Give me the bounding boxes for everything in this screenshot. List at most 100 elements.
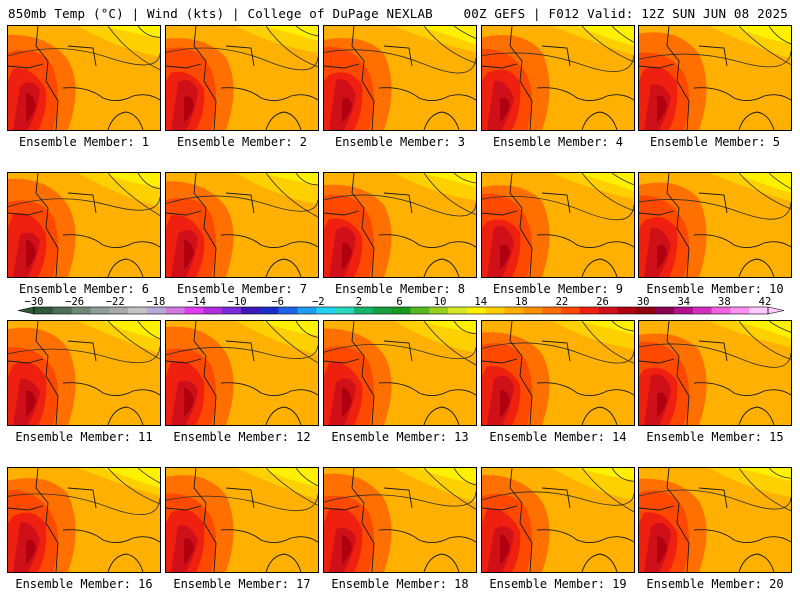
colorbar-tick-label: 18 <box>515 296 528 308</box>
colorbar-segment <box>673 307 694 314</box>
colorbar-tick-label: 2 <box>356 296 362 308</box>
ensemble-member-label: Ensemble Member: 8 <box>334 282 466 296</box>
colorbar-segment <box>109 307 129 314</box>
ensemble-member-map <box>638 320 792 426</box>
ensemble-member-label: Ensemble Member: 13 <box>331 430 469 444</box>
colorbar-segment <box>636 307 656 314</box>
colorbar-segment <box>711 307 731 314</box>
temperature-colorbar: −30 −26 −22 −18 −14 −10 −6 −2 2 6 10 14 18 22 26 30 34 38… <box>0 296 800 318</box>
colorbar-segment <box>655 307 675 314</box>
colorbar-tick-label: 26 <box>596 296 609 308</box>
colorbar-tick-label: 34 <box>677 296 690 308</box>
colorbar-segment <box>353 307 374 314</box>
ensemble-member-map <box>481 172 635 278</box>
colorbar-tick-label: −26 <box>65 296 84 308</box>
ensemble-member-label: Ensemble Member: 17 <box>173 577 311 591</box>
colorbar-segment <box>259 307 279 314</box>
colorbar-left-arrow <box>17 306 35 315</box>
ensemble-member-map <box>638 25 792 131</box>
colorbar-segment <box>448 307 468 314</box>
temperature-field-map <box>166 468 318 572</box>
colorbar-right-arrow <box>767 306 785 315</box>
temperature-field-map <box>324 468 476 572</box>
colorbar-tick-label: 14 <box>474 296 487 308</box>
colorbar-segment <box>542 307 562 314</box>
temperature-field-map <box>8 468 160 572</box>
ensemble-member-label: Ensemble Member: 12 <box>173 430 311 444</box>
temperature-field-map <box>8 26 160 130</box>
ensemble-member-label: Ensemble Member: 19 <box>489 577 627 591</box>
colorbar-segment <box>278 307 298 314</box>
ensemble-member-map <box>165 467 319 573</box>
temperature-field-map <box>324 26 476 130</box>
temperature-field-map <box>482 26 634 130</box>
colorbar-segment <box>749 307 769 314</box>
temperature-field-map <box>639 173 791 277</box>
ensemble-member-map <box>481 25 635 131</box>
ensemble-member-map <box>165 320 319 426</box>
colorbar-segment <box>184 307 204 314</box>
colorbar-segment <box>560 307 581 314</box>
ensemble-member-label: Ensemble Member: 6 <box>18 282 150 296</box>
temperature-field-map <box>482 173 634 277</box>
colorbar-tick-label: −10 <box>228 296 247 308</box>
colorbar-segment <box>617 307 637 314</box>
colorbar-segment <box>523 307 543 314</box>
temperature-field-map <box>324 173 476 277</box>
temperature-field-map <box>482 321 634 425</box>
ensemble-member-map <box>7 467 161 573</box>
ensemble-member-label: Ensemble Member: 20 <box>646 577 784 591</box>
colorbar-tick-label: 38 <box>718 296 731 308</box>
temperature-field-map <box>166 173 318 277</box>
colorbar-tick-label: −6 <box>271 296 284 308</box>
ensemble-member-map <box>638 467 792 573</box>
ensemble-member-map <box>7 320 161 426</box>
ensemble-member-label: Ensemble Member: 7 <box>176 282 308 296</box>
ensemble-member-label: Ensemble Member: 18 <box>331 577 469 591</box>
colorbar-tick-label: 10 <box>434 296 447 308</box>
ensemble-member-map <box>7 172 161 278</box>
ensemble-member-label: Ensemble Member: 9 <box>492 282 624 296</box>
colorbar-segment <box>730 307 750 314</box>
colorbar-segment <box>71 307 91 314</box>
colorbar-tick-label: −30 <box>25 296 44 308</box>
ensemble-member-map <box>323 467 477 573</box>
ensemble-member-map <box>481 467 635 573</box>
colorbar-segment <box>297 307 317 314</box>
colorbar-segment <box>429 307 449 314</box>
temperature-field-map <box>324 321 476 425</box>
temperature-field-map <box>166 321 318 425</box>
ensemble-member-map <box>323 172 477 278</box>
temperature-field-map <box>166 26 318 130</box>
ensemble-member-label: Ensemble Member: 5 <box>649 135 781 149</box>
colorbar-segment <box>241 307 261 314</box>
colorbar-segment <box>165 307 185 314</box>
colorbar-segment <box>692 307 712 314</box>
colorbar-segment <box>128 307 148 314</box>
temperature-field-map <box>8 173 160 277</box>
colorbar-segment <box>52 307 72 314</box>
ensemble-member-map <box>323 320 477 426</box>
colorbar-segment <box>391 307 411 314</box>
colorbar-segment <box>372 307 392 314</box>
ensemble-member-map <box>7 25 161 131</box>
colorbar-segment <box>146 307 167 314</box>
ensemble-member-label: Ensemble Member: 14 <box>489 430 627 444</box>
colorbar-segment <box>466 307 486 314</box>
colorbar-tick-label: 6 <box>396 296 402 308</box>
colorbar-segment <box>598 307 618 314</box>
colorbar-segment <box>579 307 599 314</box>
ensemble-member-map <box>638 172 792 278</box>
colorbar-segment <box>203 307 223 314</box>
temperature-field-map <box>639 321 791 425</box>
ensemble-member-map <box>323 25 477 131</box>
temperature-field-map <box>8 321 160 425</box>
colorbar-tick-label: 30 <box>637 296 650 308</box>
ensemble-member-map <box>165 172 319 278</box>
colorbar-tick-label: −14 <box>187 296 206 308</box>
ensemble-member-map <box>481 320 635 426</box>
model-valid-time: 00Z GEFS | F012 Valid: 12Z SUN JUN 08 20… <box>463 6 788 21</box>
colorbar-segment <box>222 307 242 314</box>
temperature-field-map <box>639 26 791 130</box>
colorbar-segment <box>504 307 524 314</box>
